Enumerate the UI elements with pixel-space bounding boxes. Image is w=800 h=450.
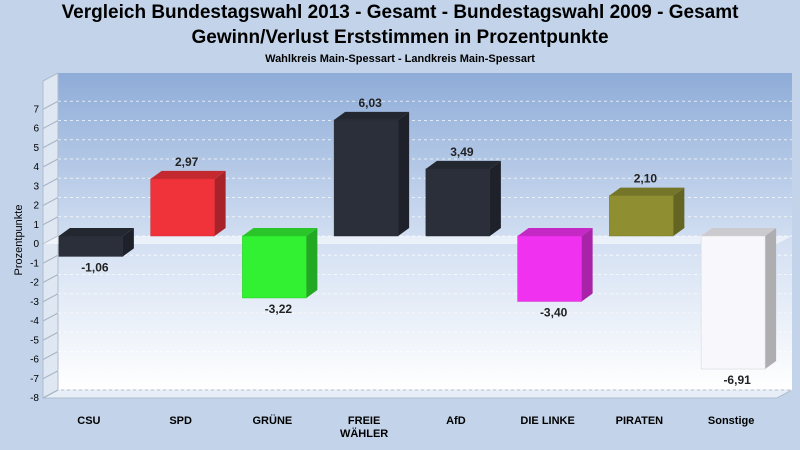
bar-side [306, 228, 318, 298]
y-tick-label: -1 [30, 258, 39, 269]
bar-top [242, 228, 318, 236]
bar [425, 168, 491, 237]
gridline-wall [42, 389, 59, 399]
bar [150, 178, 215, 237]
data-label: -1,06 [81, 260, 109, 274]
y-tick-label: 7 [33, 104, 39, 115]
x-tick-label: Sonstige [708, 415, 754, 427]
bar [609, 195, 674, 237]
y-tick-label: -7 [30, 374, 39, 385]
bar-top [701, 228, 777, 236]
data-label: -6,91 [723, 373, 751, 387]
x-tick-label: WÄHLER [340, 427, 388, 440]
x-tick-label: PIRATEN [616, 415, 664, 427]
gridline-wall [42, 100, 59, 110]
gridline-wall [42, 293, 59, 303]
chart-title: Vergleich Bundestagswahl 2013 - Gesamt -… [61, 2, 739, 23]
bar-side [398, 111, 410, 236]
y-tick-label: -3 [30, 297, 39, 308]
bar-top [58, 228, 134, 236]
gridline-wall [42, 197, 59, 206]
bar-top [334, 111, 410, 120]
bar-side [581, 228, 593, 302]
bar-side [122, 228, 134, 257]
bar [517, 235, 582, 302]
x-tick-label: SPD [169, 415, 192, 427]
data-label: 6,03 [358, 96, 382, 110]
gridline-wall [42, 274, 59, 283]
gridline-wall [42, 177, 59, 187]
gridline-wall [42, 120, 59, 129]
bar [700, 235, 766, 370]
y-tick-label: 1 [33, 220, 39, 231]
gridline-wall [42, 351, 59, 360]
x-tick-label: FREIE [348, 415, 380, 427]
y-tick-label: 6 [33, 124, 39, 135]
bar-side [765, 228, 777, 370]
y-tick-label: -6 [30, 355, 39, 366]
gridline-wall [42, 331, 59, 341]
y-tick-label: -4 [30, 316, 39, 327]
gridline-wall [42, 139, 59, 149]
chart-subtitle: Gewinn/Verlust Erststimmen in Prozentpun… [191, 27, 609, 48]
data-label: -3,40 [540, 305, 568, 319]
bar [242, 235, 307, 299]
data-label: 2,97 [175, 155, 199, 169]
gridline-wall [42, 216, 59, 226]
bar-top [517, 228, 593, 236]
y-tick-label: 2 [33, 201, 39, 212]
bar [333, 119, 399, 237]
data-label: 3,49 [450, 145, 474, 159]
x-tick-label: AfD [446, 415, 466, 427]
y-tick-label: -2 [30, 278, 39, 289]
bar-top [150, 170, 226, 179]
y-tick-label: -8 [30, 393, 39, 404]
bar-side [673, 187, 685, 236]
y-tick-label: 3 [33, 181, 39, 192]
bar-side [214, 170, 226, 236]
bar-top [609, 187, 685, 196]
y-tick-label: 4 [33, 162, 39, 173]
y-tick-label: 5 [33, 143, 39, 154]
y-tick-label: 0 [33, 239, 39, 250]
y-axis-label: Prozentpunkte [13, 205, 25, 276]
chart-region-subtitle: Wahlkreis Main-Spessart - Landkreis Main… [265, 53, 535, 65]
data-label: 2,10 [634, 172, 658, 186]
gridline-wall [42, 254, 59, 264]
gridline-wall [42, 158, 59, 168]
bar-top [425, 160, 501, 169]
bar [58, 235, 124, 257]
bar-side [489, 160, 501, 236]
gridline-wall [42, 370, 59, 380]
x-tick-label: GRÜNE [253, 414, 293, 427]
plot-floor [42, 389, 793, 399]
x-tick-label: DIE LINKE [520, 415, 574, 427]
y-tick-label: -5 [30, 335, 39, 346]
gridline-wall [42, 312, 59, 322]
data-label: -3,22 [265, 302, 293, 316]
x-tick-label: CSU [77, 415, 100, 427]
zero-plane [43, 236, 792, 244]
